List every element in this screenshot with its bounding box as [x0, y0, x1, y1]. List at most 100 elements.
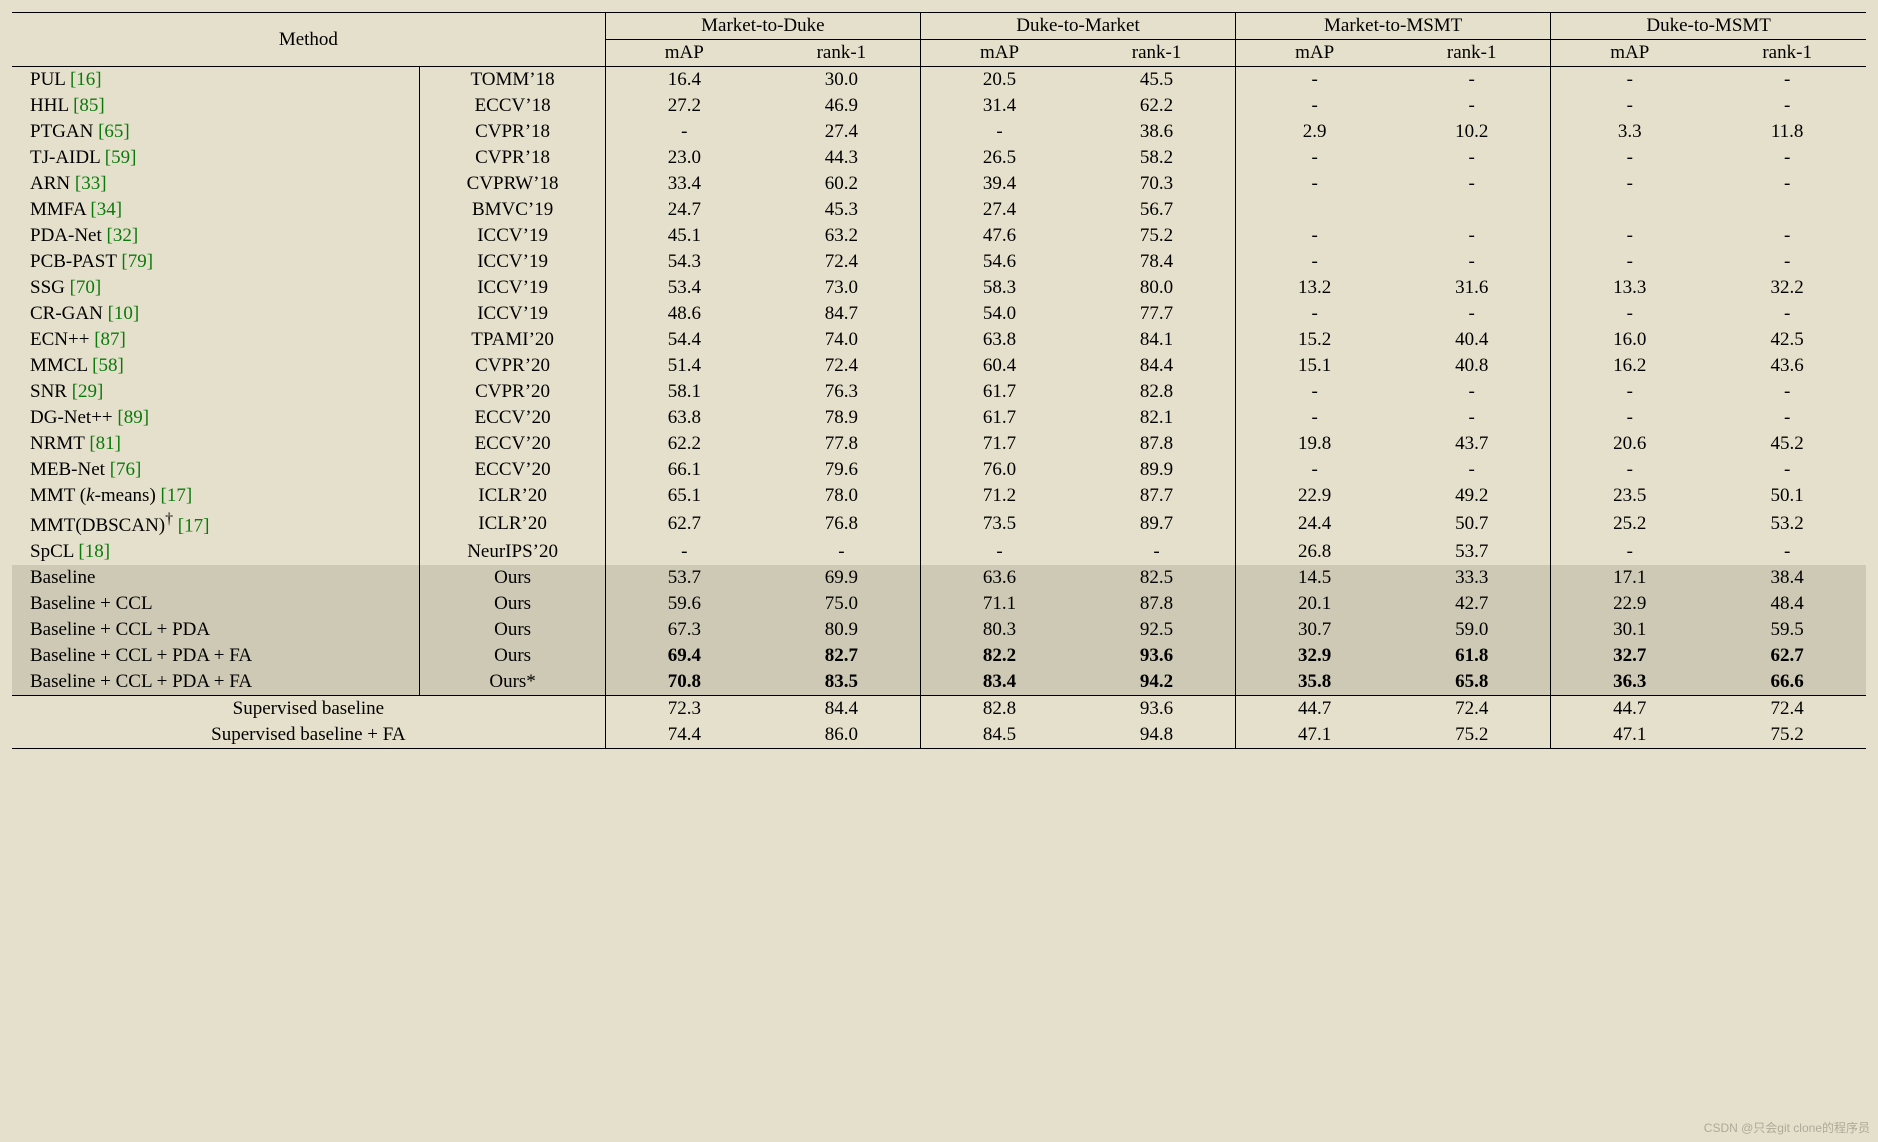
value-cell: 72.4	[763, 249, 921, 275]
value-cell: 27.4	[763, 119, 921, 145]
value-cell: 20.5	[920, 67, 1078, 94]
header-sub-1-0: mAP	[920, 40, 1078, 67]
value-cell: -	[1393, 249, 1551, 275]
value-cell: 87.7	[1078, 483, 1236, 509]
value-cell: 45.2	[1708, 431, 1866, 457]
header-sub-2-1: rank-1	[1393, 40, 1551, 67]
value-cell: 19.8	[1236, 431, 1394, 457]
value-cell: 15.2	[1236, 327, 1394, 353]
cite-ref: [65]	[98, 121, 130, 142]
value-cell: -	[920, 119, 1078, 145]
header-group-3: Duke-to-MSMT	[1551, 13, 1866, 40]
value-cell: 32.2	[1708, 275, 1866, 301]
value-cell: 71.1	[920, 591, 1078, 617]
table-row: MMT (k-means) [17]ICLR’2065.178.071.287.…	[12, 483, 1866, 509]
cite-ref: [10]	[108, 303, 140, 324]
value-cell: 93.6	[1078, 643, 1236, 669]
value-cell: 54.4	[605, 327, 763, 353]
value-cell: 42.5	[1708, 327, 1866, 353]
venue-cell: Ours	[420, 565, 605, 591]
cite-ref: [89]	[117, 407, 149, 428]
venue-cell: ECCV’20	[420, 457, 605, 483]
cite-ref: [16]	[70, 69, 102, 90]
value-cell: 84.4	[763, 696, 921, 723]
value-cell: 83.5	[763, 669, 921, 696]
value-cell: 40.8	[1393, 353, 1551, 379]
value-cell: 65.8	[1393, 669, 1551, 696]
value-cell: -	[1708, 171, 1866, 197]
value-cell: 47.1	[1551, 722, 1709, 749]
value-cell: 59.0	[1393, 617, 1551, 643]
value-cell: 10.2	[1393, 119, 1551, 145]
table-row: SpCL [18]NeurIPS’20----26.853.7--	[12, 539, 1866, 565]
value-cell: 75.2	[1708, 722, 1866, 749]
value-cell: 54.3	[605, 249, 763, 275]
method-cell: Baseline + CCL	[12, 591, 420, 617]
value-cell: 39.4	[920, 171, 1078, 197]
value-cell: 46.9	[763, 93, 921, 119]
value-cell: -	[1551, 223, 1709, 249]
value-cell: -	[1551, 249, 1709, 275]
venue-cell: TOMM’18	[420, 67, 605, 94]
value-cell: 60.4	[920, 353, 1078, 379]
value-cell: -	[920, 539, 1078, 565]
value-cell: 82.5	[1078, 565, 1236, 591]
value-cell: 25.2	[1551, 509, 1709, 539]
value-cell: 87.8	[1078, 591, 1236, 617]
value-cell: 76.8	[763, 509, 921, 539]
cite-ref: [76]	[110, 459, 142, 480]
footer-row: Supervised baseline + FA74.486.084.594.8…	[12, 722, 1866, 749]
value-cell: 44.7	[1551, 696, 1709, 723]
value-cell: 62.2	[605, 431, 763, 457]
value-cell: 59.6	[605, 591, 763, 617]
value-cell: -	[1236, 223, 1394, 249]
value-cell: 16.4	[605, 67, 763, 94]
value-cell: 50.1	[1708, 483, 1866, 509]
method-cell: PTGAN [65]	[12, 119, 420, 145]
value-cell: -	[1551, 171, 1709, 197]
method-cell: MMFA [34]	[12, 197, 420, 223]
value-cell: 31.6	[1393, 275, 1551, 301]
value-cell: 61.7	[920, 379, 1078, 405]
table-row: BaselineOurs53.769.963.682.514.533.317.1…	[12, 565, 1866, 591]
value-cell: 26.8	[1236, 539, 1394, 565]
venue-cell: CVPRW’18	[420, 171, 605, 197]
value-cell: 20.6	[1551, 431, 1709, 457]
header-sub-1-1: rank-1	[1078, 40, 1236, 67]
value-cell: -	[1708, 457, 1866, 483]
value-cell: 82.2	[920, 643, 1078, 669]
table-row: PDA-Net [32]ICCV’1945.163.247.675.2----	[12, 223, 1866, 249]
value-cell: 78.4	[1078, 249, 1236, 275]
venue-cell: TPAMI’20	[420, 327, 605, 353]
value-cell: 89.9	[1078, 457, 1236, 483]
value-cell: -	[1708, 405, 1866, 431]
venue-cell: ICCV’19	[420, 223, 605, 249]
value-cell: 47.1	[1236, 722, 1394, 749]
table-row: ARN [33]CVPRW’1833.460.239.470.3----	[12, 171, 1866, 197]
value-cell: 63.8	[920, 327, 1078, 353]
venue-cell: ICCV’19	[420, 301, 605, 327]
cite-ref: [32]	[107, 225, 139, 246]
footer-row: Supervised baseline72.384.482.893.644.77…	[12, 696, 1866, 723]
value-cell	[1551, 197, 1709, 223]
value-cell: 30.1	[1551, 617, 1709, 643]
value-cell: 33.4	[605, 171, 763, 197]
header-group-1: Duke-to-Market	[920, 13, 1235, 40]
method-cell: ECN++ [87]	[12, 327, 420, 353]
venue-cell: ECCV’20	[420, 431, 605, 457]
value-cell: -	[763, 539, 921, 565]
value-cell: 63.2	[763, 223, 921, 249]
value-cell: 73.5	[920, 509, 1078, 539]
header-sub-3-1: rank-1	[1708, 40, 1866, 67]
value-cell: 67.3	[605, 617, 763, 643]
value-cell: -	[1236, 171, 1394, 197]
value-cell: 80.3	[920, 617, 1078, 643]
venue-cell: ICCV’19	[420, 275, 605, 301]
value-cell: 11.8	[1708, 119, 1866, 145]
value-cell: -	[1393, 405, 1551, 431]
value-cell: -	[1551, 405, 1709, 431]
venue-cell: ICCV’19	[420, 249, 605, 275]
value-cell: 51.4	[605, 353, 763, 379]
table-row: PTGAN [65]CVPR’18-27.4-38.62.910.23.311.…	[12, 119, 1866, 145]
value-cell: 23.0	[605, 145, 763, 171]
